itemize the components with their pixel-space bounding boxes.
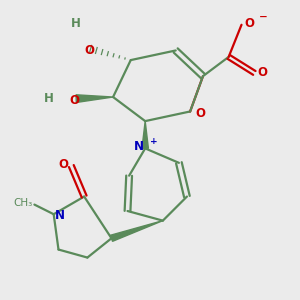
Text: O: O: [258, 66, 268, 80]
Text: O: O: [58, 158, 68, 171]
Polygon shape: [142, 121, 148, 148]
Text: O: O: [245, 17, 255, 30]
Text: O: O: [70, 94, 80, 107]
Text: N: N: [55, 209, 65, 222]
Text: O: O: [195, 106, 205, 120]
Text: O: O: [84, 44, 94, 57]
Polygon shape: [110, 220, 163, 241]
Text: +: +: [150, 137, 158, 146]
Text: H: H: [44, 92, 54, 105]
Text: N: N: [134, 140, 144, 153]
Text: −: −: [259, 12, 268, 22]
Text: CH₃: CH₃: [14, 198, 33, 208]
Polygon shape: [76, 95, 113, 103]
Text: H: H: [71, 17, 81, 30]
